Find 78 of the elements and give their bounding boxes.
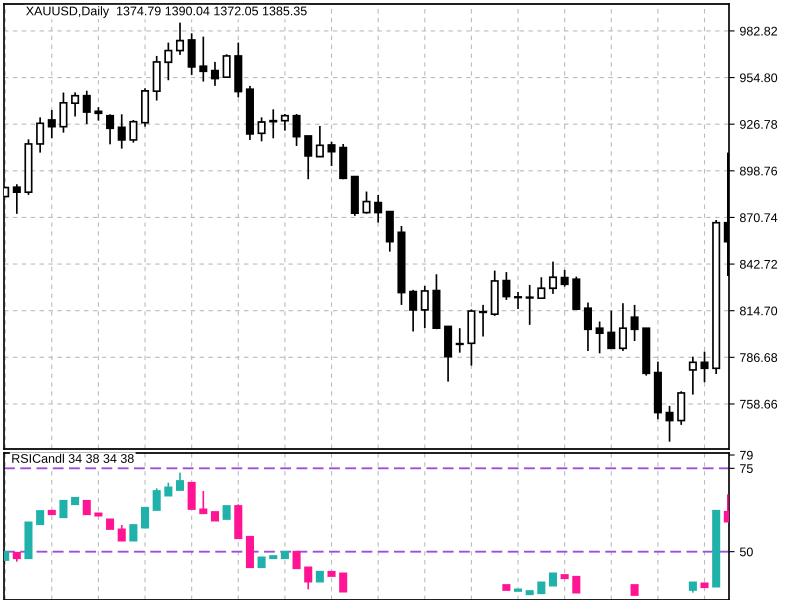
- candlestick: [118, 114, 126, 150]
- candlestick: [420, 285, 429, 330]
- candlestick: [59, 500, 68, 518]
- candlestick: [304, 566, 312, 590]
- candlestick: [292, 113, 301, 147]
- candlestick: [106, 518, 114, 530]
- chart-title: XAUUSD,Daily 1374.79 1390.04 1372.05 1385.35: [26, 6, 307, 18]
- candlestick: [304, 135, 312, 180]
- candlestick: [118, 524, 126, 542]
- candlestick: [48, 109, 56, 140]
- candlestick: [12, 183, 21, 215]
- candlestick: [374, 194, 382, 224]
- candlestick: [292, 550, 301, 570]
- candlestick: [316, 125, 324, 158]
- candlestick: [82, 90, 91, 125]
- y-tick-label: 79: [740, 450, 753, 460]
- candlestick: [618, 302, 627, 352]
- candlestick: [280, 113, 289, 132]
- candlestick: [59, 92, 68, 134]
- y-tick-label: 786.68: [740, 353, 778, 362]
- y-tick-label: 75: [740, 464, 753, 473]
- candlestick: [666, 405, 674, 443]
- y-tick-label: 898.76: [740, 166, 778, 176]
- candlestick: [630, 584, 639, 596]
- candlestick: [596, 320, 604, 354]
- candlestick: [584, 302, 592, 352]
- y-tick-label: 814.70: [740, 306, 778, 316]
- chart-title: RSICandl 34 38 34 38: [12, 454, 134, 463]
- candlestick: [514, 291, 522, 310]
- candlestick: [409, 289, 418, 332]
- y-tick-label: 842.72: [740, 260, 778, 269]
- candlestick: [269, 108, 278, 140]
- candlestick: [339, 572, 348, 592]
- y-tick-label: 982.82: [740, 26, 778, 36]
- candlestick: [164, 42, 172, 82]
- candlestick: [316, 570, 324, 582]
- candlestick: [362, 190, 371, 215]
- candlestick: [176, 472, 184, 491]
- candlestick: [572, 576, 580, 594]
- candlestick: [152, 488, 161, 511]
- candlestick: [106, 114, 114, 146]
- candlestick: [82, 500, 91, 516]
- candlestick: [210, 61, 220, 87]
- candlestick: [537, 582, 546, 594]
- candlestick: [258, 116, 266, 142]
- candlestick: [630, 304, 639, 342]
- candlestick: [164, 482, 172, 496]
- candlestick: [71, 92, 80, 118]
- candlestick: [688, 356, 697, 396]
- candlestick: [479, 304, 488, 338]
- y-tick-label: 758.66: [740, 400, 778, 409]
- candlestick: [176, 22, 184, 56]
- candlestick: [688, 582, 697, 594]
- candlestick: [456, 327, 464, 354]
- candlestick: [327, 140, 336, 167]
- candlestick: [700, 350, 709, 384]
- candlestick: [199, 36, 208, 82]
- y-tick-label: 954.80: [740, 73, 778, 82]
- candlestick: [140, 506, 150, 528]
- y-tick-label: 926.78: [740, 120, 778, 129]
- candlestick: [129, 524, 138, 542]
- candlestick: [94, 106, 102, 122]
- candlestick: [537, 276, 546, 300]
- candlestick: [258, 556, 266, 568]
- y-tick-label: 50: [740, 547, 753, 556]
- candlestick: [222, 505, 231, 520]
- candlestick: [199, 490, 208, 514]
- candlestick: [36, 116, 44, 154]
- candlestick: [526, 284, 534, 326]
- candlestick: [560, 269, 569, 288]
- candlestick: [502, 271, 510, 301]
- candlestick: [607, 310, 616, 350]
- candlestick: [222, 53, 231, 78]
- candlestick: [548, 572, 558, 586]
- y-tick-label: 870.74: [740, 213, 778, 222]
- candlestick: [36, 510, 44, 526]
- candlestick: [548, 260, 558, 295]
- candlestick: [129, 119, 138, 144]
